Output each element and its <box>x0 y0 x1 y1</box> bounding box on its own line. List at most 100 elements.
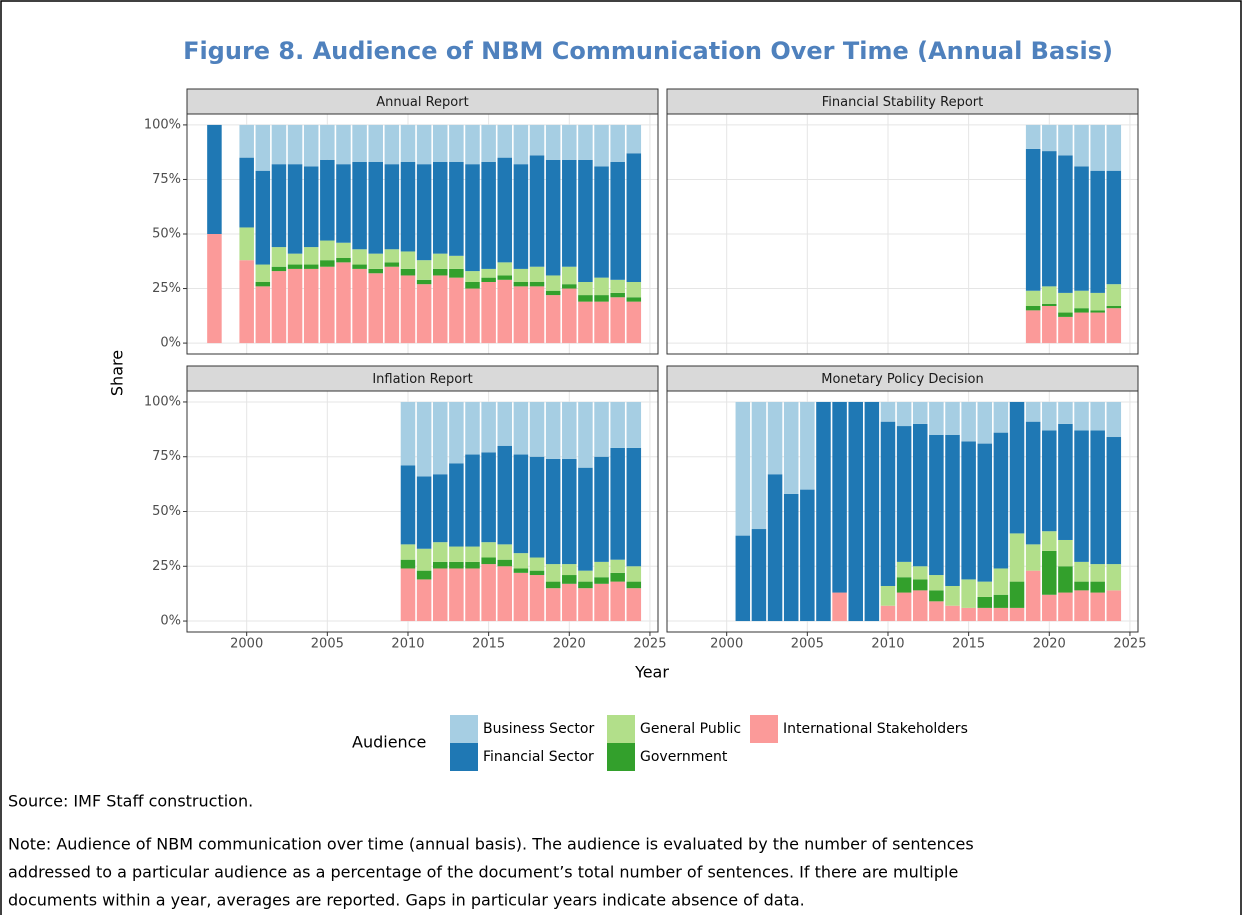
bar-segment <box>400 559 416 569</box>
bar-segment <box>1090 124 1105 171</box>
legend-title: Audience <box>352 733 426 752</box>
bar-segment <box>336 262 351 344</box>
bar-segment <box>465 546 480 562</box>
bar-segment <box>977 607 993 622</box>
bar-segment <box>832 592 847 622</box>
bar-segment <box>610 124 625 162</box>
legend-swatch <box>750 715 778 743</box>
bar-segment <box>287 253 303 265</box>
x-tick-label: 2005 <box>791 637 824 652</box>
bar-segment <box>626 301 642 344</box>
bar-segment <box>945 401 960 435</box>
bar-segment <box>545 401 561 459</box>
bar-segment <box>977 401 993 444</box>
bar-segment <box>400 465 416 545</box>
bar-segment <box>336 164 351 243</box>
bar-segment <box>513 164 529 269</box>
bar-segment <box>816 401 831 622</box>
bar-segment <box>1090 170 1105 293</box>
bar-segment <box>368 124 383 162</box>
bar-segment <box>465 164 480 272</box>
bar-segment <box>912 566 928 580</box>
bar-segment <box>880 401 896 422</box>
figure-title: Figure 8. Audience of NBM Communication … <box>183 37 1113 65</box>
bar-segment <box>352 268 367 344</box>
bar-segment <box>416 279 432 285</box>
bar-segment <box>1074 166 1089 291</box>
bar-segment <box>320 159 335 241</box>
bar-segment <box>384 262 400 267</box>
bar-segment <box>239 157 254 228</box>
bar-segment <box>1106 124 1122 171</box>
bar-segment <box>929 601 944 622</box>
x-tick-label: 2020 <box>553 637 586 652</box>
bar-segment <box>416 124 432 165</box>
bar-segment <box>1106 401 1122 438</box>
bar-segment <box>610 559 625 573</box>
bar-segment <box>465 568 480 622</box>
bar-segment <box>1042 124 1057 152</box>
bar-segment <box>1025 124 1041 149</box>
bar-segment <box>465 288 480 344</box>
x-tick-label: 2015 <box>472 637 505 652</box>
bar-segment <box>416 164 432 261</box>
bar-segment <box>416 476 432 549</box>
bar-segment <box>800 401 815 490</box>
bar-segment <box>626 297 642 302</box>
bar-segment <box>578 301 593 344</box>
bar-segment <box>529 286 545 344</box>
bar-segment <box>896 401 912 427</box>
strip <box>666 88 1139 115</box>
bar-segment <box>993 607 1009 622</box>
bar-segment <box>497 445 513 545</box>
bar-segment <box>977 443 993 582</box>
bar-segment <box>1074 401 1089 431</box>
bar-segment <box>912 590 928 622</box>
bar-segment <box>384 164 400 250</box>
bar-segment <box>864 401 880 622</box>
bar-segment <box>929 434 944 576</box>
bar-segment <box>1074 290 1089 309</box>
bar-segment <box>497 275 513 280</box>
bar-segment <box>513 454 529 554</box>
y-tick-label: 0% <box>160 336 181 351</box>
bar-segment <box>255 286 271 344</box>
bar-segment <box>303 264 319 269</box>
bar-segment <box>1025 306 1041 311</box>
legend-label: Financial Sector <box>483 749 594 765</box>
bar-segment <box>1090 430 1105 565</box>
bar-segment <box>320 260 335 267</box>
bar-segment <box>529 570 545 576</box>
panel-border <box>186 113 659 355</box>
bar-segment <box>832 401 847 593</box>
legend-swatch <box>607 743 635 771</box>
bar-segment <box>465 401 480 455</box>
bar-segment <box>400 162 416 252</box>
bar-segment <box>578 588 593 622</box>
bar-segment <box>529 266 545 282</box>
bar-segment <box>465 454 480 547</box>
bar-segment <box>1106 590 1122 622</box>
bar-segment <box>929 590 944 602</box>
bar-segment <box>945 605 960 622</box>
bar-segment <box>255 264 271 282</box>
bar-segment <box>545 581 561 589</box>
note-line: addressed to a particular audience as a … <box>8 863 958 882</box>
legend-swatch <box>607 715 635 743</box>
panel-title: Monetary Policy Decision <box>821 372 984 387</box>
x-axis-title: Year <box>634 663 669 682</box>
legend-label: General Public <box>640 721 741 737</box>
bar-segment <box>287 164 303 254</box>
bar-segment <box>352 162 367 250</box>
bar-segment <box>352 249 367 265</box>
bar-segment <box>562 284 577 289</box>
bar-segment <box>352 264 367 269</box>
bar-segment <box>594 583 609 622</box>
bar-segment <box>207 124 222 234</box>
bar-segment <box>513 124 529 165</box>
bar-segment <box>1042 306 1057 344</box>
bar-segment <box>287 124 303 165</box>
y-tick-label: 100% <box>144 394 181 409</box>
bar-segment <box>767 474 783 622</box>
